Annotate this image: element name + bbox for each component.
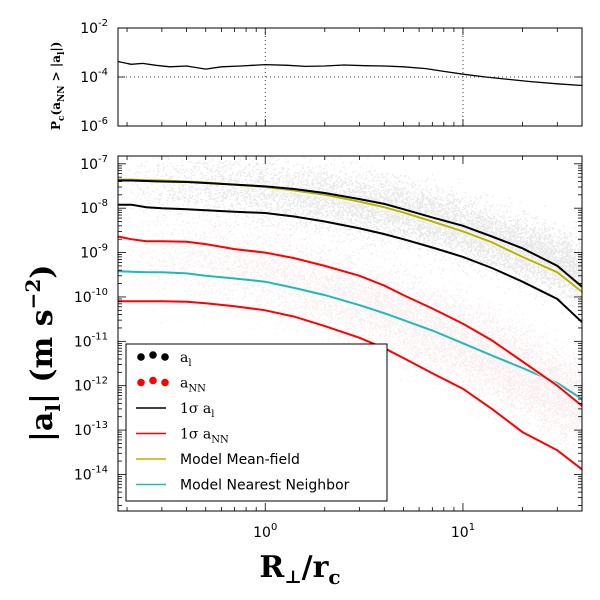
bottom-y-tick-label: 10-8	[80, 198, 108, 217]
top-y-tick-label: 10-2	[80, 18, 108, 37]
probability-line	[117, 60, 583, 87]
legend-marker	[149, 376, 157, 385]
top-y-tick-label: 10-4	[80, 67, 108, 86]
bottom-y-tick-label: 10-7	[80, 154, 108, 173]
bottom-panel: 10-7 10-8 10-9 10-10 10-11 10-12 10-13 10-14 10…	[21, 154, 583, 589]
legend-label: al	[180, 350, 192, 369]
scatter-cloud-a_l	[119, 156, 582, 319]
legend-label: Model Mean-field	[180, 452, 300, 468]
legend-box	[125, 343, 388, 502]
bottom-x-tick-label: 100	[253, 522, 277, 541]
bottom-y-tick-label: 10-14	[74, 464, 108, 483]
bottom-y-tick-labels: 10-7 10-8 10-9 10-10 10-11 10-12 10-13 10-14	[74, 154, 108, 484]
legend-marker	[161, 378, 169, 387]
series-lines	[118, 177, 582, 471]
legend-entry: Model Nearest Neighbor	[136, 478, 350, 494]
legend-label: 1σ al	[180, 401, 214, 420]
bottom-axes-frame	[117, 155, 583, 512]
bottom-x-tick-labels: 100 101	[253, 522, 475, 541]
bottom-y-tick-label: 10-13	[74, 420, 108, 439]
legend: al aNN 1σ al 1σ aNN Model Mean-field Model Ne…	[125, 343, 388, 502]
top-y-tick-labels: 10-2 10-4 10-6	[80, 18, 108, 135]
top-tick-marks	[118, 27, 583, 127]
legend-entry: 1σ aNN	[136, 427, 229, 446]
legend-entry: aNN	[137, 376, 206, 395]
bottom-y-tick-label: 10-11	[74, 331, 108, 350]
line-nn_upper	[118, 235, 582, 407]
line-nn_lower	[118, 300, 582, 471]
legend-label: Model Nearest Neighbor	[180, 478, 350, 494]
bottom-x-tick-label: 101	[451, 522, 475, 541]
bottom-x-axis-label: R⊥/rc	[259, 550, 340, 589]
legend-entry: 1σ al	[136, 401, 214, 420]
line-model_nn	[118, 270, 582, 400]
line-l_lower	[118, 203, 582, 323]
bottom-y-tick-label: 10-12	[74, 376, 108, 395]
top-y-axis-label: Pc(aNN > |al|)	[49, 42, 67, 130]
legend-entry: al	[137, 350, 192, 369]
bottom-y-tick-label: 10-10	[74, 287, 108, 306]
legend-marker	[149, 351, 157, 359]
legend-entry: Model Mean-field	[136, 452, 300, 468]
top-panel: 10-2 10-4 10-6 Pc(aNN > |al|)	[49, 18, 583, 135]
top-reference-lines	[118, 28, 582, 126]
legend-marker	[137, 378, 145, 387]
top-y-tick-label: 10-6	[80, 116, 108, 135]
legend-marker	[161, 353, 169, 361]
legend-label: aNN	[180, 376, 206, 395]
bottom-y-axis-label: |al| (m s−2)	[21, 265, 65, 443]
bottom-tick-marks	[118, 156, 583, 511]
bottom-y-tick-label: 10-9	[80, 243, 108, 262]
legend-marker	[137, 353, 145, 361]
legend-label: 1σ aNN	[180, 427, 229, 446]
line-l_upper	[118, 179, 582, 288]
